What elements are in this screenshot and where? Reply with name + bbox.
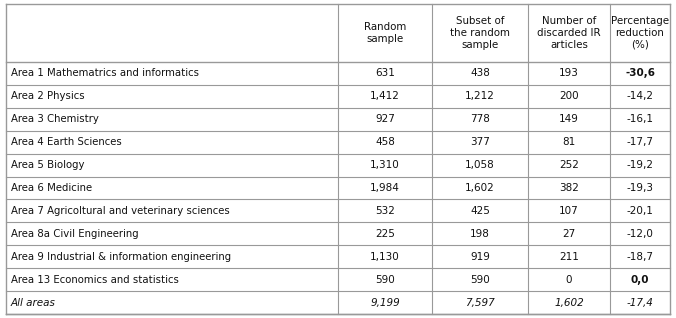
Text: -20,1: -20,1: [627, 206, 654, 216]
Text: 590: 590: [375, 275, 395, 285]
Text: 225: 225: [375, 229, 395, 239]
Text: All areas: All areas: [11, 298, 56, 308]
Text: 377: 377: [470, 137, 490, 147]
Text: Percentage
reduction
(%): Percentage reduction (%): [611, 17, 669, 50]
Text: 778: 778: [470, 114, 490, 124]
Text: 590: 590: [470, 275, 490, 285]
Text: 252: 252: [559, 160, 579, 170]
Text: 81: 81: [562, 137, 576, 147]
Text: Area 5 Biology: Area 5 Biology: [11, 160, 84, 170]
Text: 7,597: 7,597: [465, 298, 495, 308]
Text: -12,0: -12,0: [627, 229, 654, 239]
Text: 919: 919: [470, 252, 490, 262]
Text: -18,7: -18,7: [627, 252, 654, 262]
Text: 27: 27: [562, 229, 576, 239]
Text: 458: 458: [375, 137, 395, 147]
Text: 198: 198: [470, 229, 490, 239]
Text: -30,6: -30,6: [625, 68, 655, 79]
Text: Area 3 Chemistry: Area 3 Chemistry: [11, 114, 99, 124]
Text: Area 7 Agricoltural and veterinary sciences: Area 7 Agricoltural and veterinary scien…: [11, 206, 230, 216]
Text: Area 13 Economics and statistics: Area 13 Economics and statistics: [11, 275, 179, 285]
Text: 382: 382: [559, 183, 579, 193]
Text: 9,199: 9,199: [370, 298, 400, 308]
Text: 0: 0: [566, 275, 573, 285]
Text: 532: 532: [375, 206, 395, 216]
Text: 193: 193: [559, 68, 579, 79]
Text: 438: 438: [470, 68, 490, 79]
Text: 1,984: 1,984: [370, 183, 400, 193]
Text: 107: 107: [559, 206, 579, 216]
Text: 1,602: 1,602: [465, 183, 495, 193]
Text: -14,2: -14,2: [627, 91, 654, 101]
Text: Area 6 Medicine: Area 6 Medicine: [11, 183, 92, 193]
Text: Area 2 Physics: Area 2 Physics: [11, 91, 84, 101]
Text: 200: 200: [559, 91, 579, 101]
Text: 1,058: 1,058: [465, 160, 495, 170]
Text: 211: 211: [559, 252, 579, 262]
Text: 149: 149: [559, 114, 579, 124]
Text: Area 8a Civil Engineering: Area 8a Civil Engineering: [11, 229, 139, 239]
Text: Area 4 Earth Sciences: Area 4 Earth Sciences: [11, 137, 122, 147]
Text: 1,130: 1,130: [370, 252, 400, 262]
Text: -17,7: -17,7: [627, 137, 654, 147]
Text: -17,4: -17,4: [627, 298, 654, 308]
Text: -19,2: -19,2: [627, 160, 654, 170]
Text: 0,0: 0,0: [631, 275, 649, 285]
Text: Subset of
the random
sample: Subset of the random sample: [450, 17, 510, 50]
Text: 425: 425: [470, 206, 490, 216]
Text: 631: 631: [375, 68, 395, 79]
Text: 927: 927: [375, 114, 395, 124]
Text: 1,310: 1,310: [370, 160, 400, 170]
Text: -16,1: -16,1: [627, 114, 654, 124]
Text: Random
sample: Random sample: [364, 22, 406, 44]
Text: 1,412: 1,412: [370, 91, 400, 101]
Text: Area 1 Mathematrics and informatics: Area 1 Mathematrics and informatics: [11, 68, 199, 79]
Text: Number of
discarded IR
articles: Number of discarded IR articles: [537, 17, 601, 50]
Text: 1,212: 1,212: [465, 91, 495, 101]
Text: Area 9 Industrial & information engineering: Area 9 Industrial & information engineer…: [11, 252, 231, 262]
Text: -19,3: -19,3: [627, 183, 654, 193]
Text: 1,602: 1,602: [554, 298, 584, 308]
